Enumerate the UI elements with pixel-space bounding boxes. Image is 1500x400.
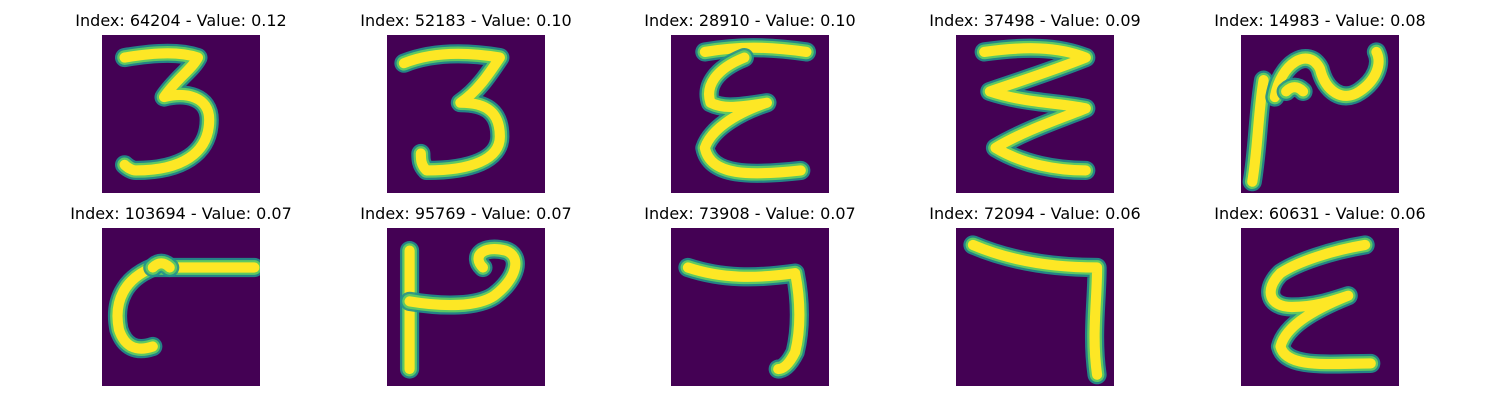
digit-glyph bbox=[956, 228, 1114, 386]
digit-image bbox=[956, 35, 1114, 193]
panel-title: Index: 95769 - Value: 0.07 bbox=[360, 204, 572, 223]
panel-title: Index: 52183 - Value: 0.10 bbox=[360, 11, 572, 30]
digit-glyph bbox=[387, 228, 545, 386]
panel-title: Index: 73908 - Value: 0.07 bbox=[644, 204, 856, 223]
digit-glyph bbox=[1241, 228, 1399, 386]
stroke-core bbox=[699, 42, 812, 58]
digit-image bbox=[387, 228, 545, 386]
stroke-core bbox=[967, 239, 1103, 380]
digit-glyph bbox=[671, 35, 829, 193]
digit-image bbox=[1241, 35, 1399, 193]
digit-image bbox=[1241, 228, 1399, 386]
digit-image bbox=[387, 35, 545, 193]
digit-glyph bbox=[956, 35, 1114, 193]
digit-glyph bbox=[102, 228, 260, 386]
image-background bbox=[102, 228, 260, 386]
digit-glyph bbox=[1241, 35, 1399, 193]
stroke-core bbox=[119, 48, 215, 176]
digit-image bbox=[671, 35, 829, 193]
panel-title: Index: 64204 - Value: 0.12 bbox=[75, 11, 287, 30]
stroke-core bbox=[112, 262, 158, 354]
stroke-core bbox=[404, 244, 521, 311]
digit-image bbox=[102, 228, 260, 386]
stroke-core bbox=[398, 48, 505, 176]
panel-title: Index: 72094 - Value: 0.06 bbox=[929, 204, 1141, 223]
digit-glyph bbox=[102, 35, 260, 193]
stroke-core bbox=[1247, 75, 1269, 187]
stroke-core bbox=[682, 262, 805, 375]
panel-title: Index: 60631 - Value: 0.06 bbox=[1214, 204, 1426, 223]
panel-title: Index: 37498 - Value: 0.09 bbox=[929, 11, 1141, 30]
panel-title: Index: 14983 - Value: 0.08 bbox=[1214, 11, 1426, 30]
stroke-core bbox=[147, 258, 175, 273]
stroke-core bbox=[979, 43, 1091, 176]
stroke-core bbox=[699, 52, 806, 179]
digit-glyph bbox=[671, 228, 829, 386]
digit-glyph bbox=[387, 35, 545, 193]
panel-title: Index: 28910 - Value: 0.10 bbox=[644, 11, 856, 30]
stroke-core bbox=[1281, 82, 1309, 97]
digit-image bbox=[671, 228, 829, 386]
stroke-core bbox=[1269, 46, 1384, 103]
stroke-core bbox=[1265, 239, 1376, 370]
digit-image bbox=[956, 228, 1114, 386]
digit-image bbox=[102, 35, 260, 193]
panel-title: Index: 103694 - Value: 0.07 bbox=[70, 204, 292, 223]
